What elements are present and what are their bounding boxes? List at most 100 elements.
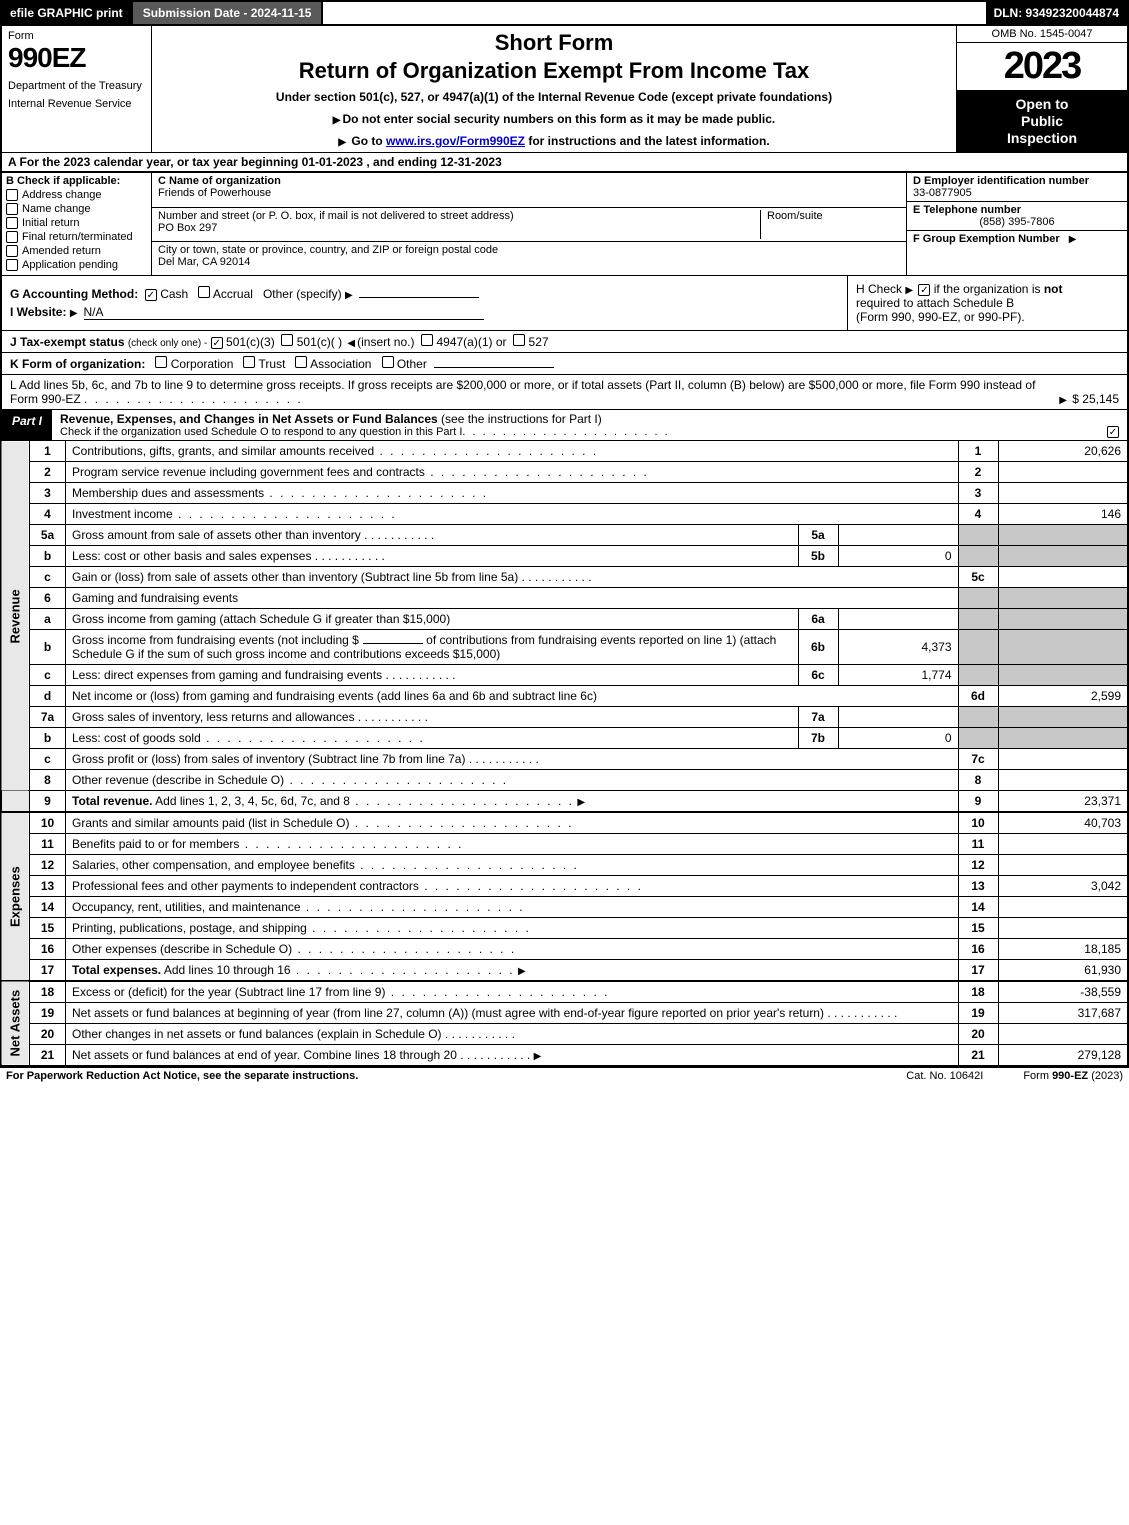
shaded-cell: [998, 546, 1128, 567]
section-a-period: A For the 2023 calendar year, or tax yea…: [0, 152, 1129, 173]
col-b-checkboxes: B Check if applicable: Address change Na…: [2, 173, 152, 275]
line-num: 1: [30, 441, 66, 462]
line-desc: Gross sales of inventory, less returns a…: [72, 710, 355, 724]
line-desc: Contributions, gifts, grants, and simila…: [72, 444, 374, 458]
h-pre: H Check: [856, 282, 905, 296]
checkbox-assoc-icon[interactable]: [295, 356, 307, 368]
other-specify-field[interactable]: [359, 297, 479, 298]
group-exemption-row: F Group Exemption Number: [907, 231, 1127, 247]
dots-icon: [457, 1048, 530, 1062]
line-amt: 3,042: [998, 876, 1128, 897]
line-desc: Occupancy, rent, utilities, and maintena…: [72, 900, 301, 914]
open-to-public-box: Open to Public Inspection: [957, 90, 1127, 152]
chk-name-change[interactable]: Name change: [6, 203, 147, 215]
line-num: 9: [30, 791, 66, 813]
line-desc: Less: direct expenses from gaming and fu…: [72, 668, 382, 682]
line-ref: 3: [958, 483, 998, 504]
checkbox-icon[interactable]: [6, 203, 18, 215]
efile-print-button[interactable]: efile GRAPHIC print: [2, 2, 133, 24]
line-num: b: [30, 546, 66, 567]
checkbox-icon[interactable]: [6, 189, 18, 201]
opt-corp: Corporation: [171, 357, 234, 371]
chk-final-return[interactable]: Final return/terminated: [6, 231, 147, 243]
phone-label: E Telephone number: [913, 204, 1121, 216]
chk-label: Address change: [22, 189, 102, 201]
chk-initial-return[interactable]: Initial return: [6, 217, 147, 229]
checkbox-527-icon[interactable]: [513, 334, 525, 346]
line-num: c: [30, 665, 66, 686]
dln-label: DLN: 93492320044874: [986, 2, 1127, 24]
instructions-link[interactable]: www.irs.gov/Form990EZ: [386, 134, 525, 148]
group-label: F Group Exemption Number: [913, 233, 1060, 245]
checkbox-icon[interactable]: [6, 259, 18, 271]
dots-icon: [311, 549, 384, 563]
checkbox-4947-icon[interactable]: [421, 334, 433, 346]
chk-address-change[interactable]: Address change: [6, 189, 147, 201]
line-ref: 4: [958, 504, 998, 525]
line-num: 12: [30, 855, 66, 876]
other-org-field[interactable]: [434, 367, 554, 368]
checkbox-corp-icon[interactable]: [155, 356, 167, 368]
opt-501c3: 501(c)(3): [226, 335, 275, 349]
line-10: Expenses 10 Grants and similar amounts p…: [1, 812, 1128, 834]
line-desc: Add lines 1, 2, 3, 4, 5c, 6d, 7c, and 8: [155, 794, 350, 808]
arrow-icon: [534, 1048, 544, 1062]
line-9: 9 Total revenue. Add lines 1, 2, 3, 4, 5…: [1, 791, 1128, 813]
line-desc: Gross profit or (loss) from sales of inv…: [72, 752, 465, 766]
chk-label: Name change: [22, 203, 91, 215]
chk-amended-return[interactable]: Amended return: [6, 245, 147, 257]
line-num: 21: [30, 1045, 66, 1066]
line-desc-bold: Total expenses.: [72, 963, 161, 977]
info-grid: B Check if applicable: Address change Na…: [0, 173, 1129, 276]
checkbox-h-icon[interactable]: [918, 284, 930, 296]
line-ref: 8: [958, 770, 998, 791]
checkbox-cash-icon[interactable]: [145, 289, 157, 301]
line-num: 10: [30, 812, 66, 834]
arrow-icon: [577, 794, 587, 808]
sub-line-ref: 7b: [798, 728, 838, 749]
line-8: 8 Other revenue (describe in Schedule O)…: [1, 770, 1128, 791]
shaded-cell: [958, 728, 998, 749]
checkbox-trust-icon[interactable]: [243, 356, 255, 368]
dots-icon: [291, 963, 515, 977]
line-desc: Gross amount from sale of assets other t…: [72, 528, 361, 542]
arrow-icon: [905, 282, 915, 296]
page-footer: For Paperwork Reduction Act Notice, see …: [0, 1066, 1129, 1084]
dots-icon: [419, 879, 643, 893]
line-14: 14 Occupancy, rent, utilities, and maint…: [1, 897, 1128, 918]
checkbox-icon[interactable]: [6, 231, 18, 243]
dots-icon: [465, 752, 538, 766]
i-label: I Website:: [10, 305, 66, 319]
line-desc-1: Gross income from fundraising events (no…: [72, 633, 359, 647]
line-num: d: [30, 686, 66, 707]
shaded-cell: [998, 588, 1128, 609]
arrow-icon: [70, 305, 80, 319]
line-desc: Printing, publications, postage, and shi…: [72, 921, 307, 935]
chk-application-pending[interactable]: Application pending: [6, 259, 147, 271]
instructions-link-line: Go to www.irs.gov/Form990EZ for instruct…: [160, 134, 948, 148]
sub-line-amt: 4,373: [838, 630, 958, 665]
checkbox-accrual-icon[interactable]: [198, 286, 210, 298]
line-ref: 20: [958, 1024, 998, 1045]
checkbox-icon[interactable]: [6, 245, 18, 257]
line-16: 16 Other expenses (describe in Schedule …: [1, 939, 1128, 960]
dots-icon: [350, 794, 574, 808]
line-desc: Other revenue (describe in Schedule O): [72, 773, 284, 787]
dots-icon: [307, 921, 531, 935]
dots-icon: [201, 731, 425, 745]
checkbox-501c3-icon[interactable]: [211, 337, 223, 349]
opt-trust: Trust: [259, 357, 286, 371]
checkbox-schedule-o-icon[interactable]: [1107, 426, 1119, 438]
checkbox-icon[interactable]: [6, 217, 18, 229]
shaded-cell: [958, 707, 998, 728]
checkbox-501c-icon[interactable]: [281, 334, 293, 346]
line-5a: 5a Gross amount from sale of assets othe…: [1, 525, 1128, 546]
line-desc: Net assets or fund balances at end of ye…: [72, 1048, 457, 1062]
checkbox-other-icon[interactable]: [382, 356, 394, 368]
dots-icon: [355, 710, 428, 724]
line-num: a: [30, 609, 66, 630]
contrib-amt-field[interactable]: [363, 643, 423, 644]
line-7a: 7a Gross sales of inventory, less return…: [1, 707, 1128, 728]
shaded-cell: [958, 665, 998, 686]
sub-line-ref: 6a: [798, 609, 838, 630]
